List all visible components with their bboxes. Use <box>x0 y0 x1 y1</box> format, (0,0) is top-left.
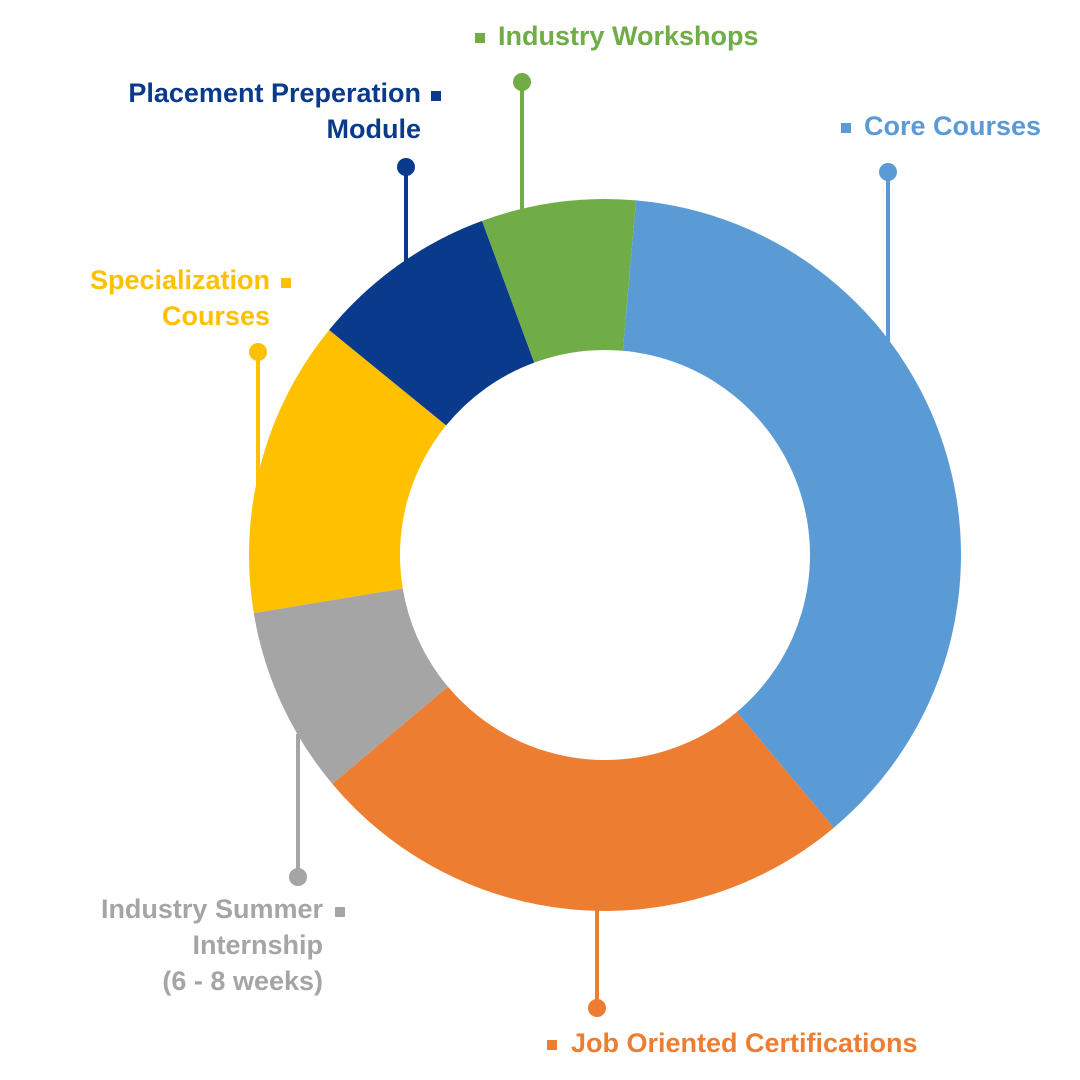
legend-marker <box>281 278 291 288</box>
leader-dot <box>513 73 531 91</box>
legend-label-specialization-courses: Specialization Courses <box>90 265 270 331</box>
legend-label-line: Courses <box>162 301 270 331</box>
slice-placement-preperation-module <box>329 220 535 426</box>
legend-label-industry-workshops: Industry Workshops <box>498 21 759 51</box>
legend-label-line: Industry Workshops <box>498 21 759 51</box>
legend-label-line: Industry Summer <box>101 894 324 924</box>
legend-label-industry-summer-internship-6-8-weeks: Industry Summer Internship (6 - 8 weeks) <box>101 894 324 996</box>
leader-dot <box>397 158 415 176</box>
legend-marker <box>475 33 485 43</box>
legend-label-line: Internship <box>192 930 323 960</box>
donut-slices <box>248 199 961 911</box>
callout-industry-workshops: Industry Workshops <box>475 21 759 212</box>
callout-job-oriented-certifications: Job Oriented Certifications <box>547 910 918 1058</box>
leader-dot <box>879 163 897 181</box>
leader-dot <box>289 868 307 886</box>
legend-label-placement-preperation-module: Placement Preperation Module <box>128 78 421 144</box>
legend-label-line: Core Courses <box>864 111 1041 141</box>
legend-marker <box>547 1040 557 1050</box>
slice-core-courses <box>622 200 961 828</box>
legend-marker <box>335 907 345 917</box>
slice-job-oriented-certifications <box>332 686 834 911</box>
slice-industry-summer-internship-6-8-weeks <box>253 588 448 784</box>
slice-industry-workshops <box>482 199 637 363</box>
leader-dot <box>249 343 267 361</box>
legend-label-line: Specialization <box>90 265 270 295</box>
legend-marker <box>841 123 851 133</box>
legend-label-line: (6 - 8 weeks) <box>162 966 323 996</box>
legend-label-line: Job Oriented Certifications <box>571 1028 918 1058</box>
legend-label-job-oriented-certifications: Job Oriented Certifications <box>571 1028 918 1058</box>
legend-label-core-courses: Core Courses <box>864 111 1041 141</box>
callout-core-courses: Core Courses <box>841 111 1041 343</box>
legend-marker <box>431 91 441 101</box>
callout-industry-summer-internship-6-8-weeks: Industry Summer Internship (6 - 8 weeks) <box>101 734 345 996</box>
legend-label-line: Module <box>327 114 422 144</box>
callout-specialization-courses: Specialization Courses <box>90 265 291 490</box>
legend-label-line: Placement Preperation <box>128 78 421 108</box>
callout-placement-preperation-module: Placement Preperation Module <box>128 78 441 264</box>
slice-specialization-courses <box>248 329 447 614</box>
leader-dot <box>588 999 606 1017</box>
